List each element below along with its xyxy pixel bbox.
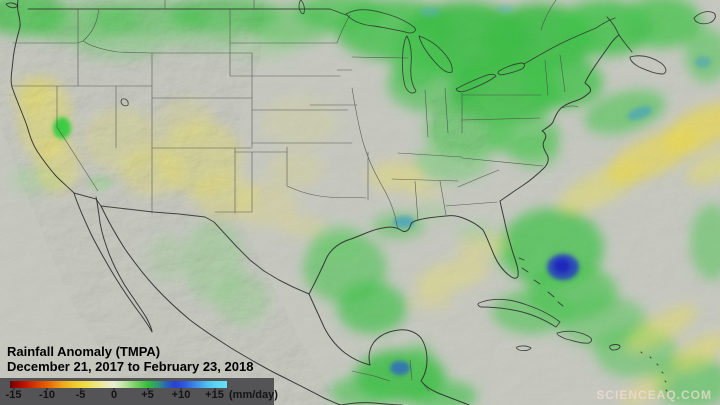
legend-colorbar bbox=[10, 381, 227, 388]
lakes-path bbox=[120, 0, 525, 107]
legend-tick: -5 bbox=[75, 389, 86, 401]
legend-tick-mark bbox=[113, 388, 115, 390]
legend-dates: December 21, 2017 to February 23, 2018 bbox=[7, 359, 254, 374]
legend-tick-mark bbox=[80, 388, 81, 390]
legend-tick: 0 bbox=[110, 389, 118, 401]
border-layer bbox=[5, 0, 716, 405]
legend-tick-mark bbox=[46, 388, 48, 390]
watermark: SCIENCEAQ.COM bbox=[596, 388, 712, 402]
canada-border-path bbox=[27, 8, 620, 65]
legend-tick: +5 bbox=[141, 389, 154, 401]
legend-tick-mark bbox=[147, 388, 148, 390]
legend-unit-label: (mm/day) bbox=[229, 389, 278, 401]
coastline-path bbox=[10, 0, 620, 405]
legend-title: Rainfall Anomaly (TMPA) bbox=[7, 344, 161, 359]
legend-tick-mark bbox=[13, 388, 14, 390]
legend-panel: (mm/day) -15 -10 -5 0 +5 +10 +15 bbox=[0, 378, 278, 405]
legend-tick: +15 bbox=[205, 389, 224, 401]
us-mexico-border-path bbox=[73, 192, 310, 295]
legend-tick: -15 bbox=[5, 389, 22, 401]
islands-path bbox=[5, 2, 716, 392]
legend-tick-mark bbox=[214, 388, 215, 390]
state-borders-path bbox=[11, 0, 579, 392]
legend-tick-mark bbox=[180, 388, 182, 390]
legend-tick: -10 bbox=[39, 389, 55, 401]
legend-tick: +10 bbox=[171, 389, 191, 401]
